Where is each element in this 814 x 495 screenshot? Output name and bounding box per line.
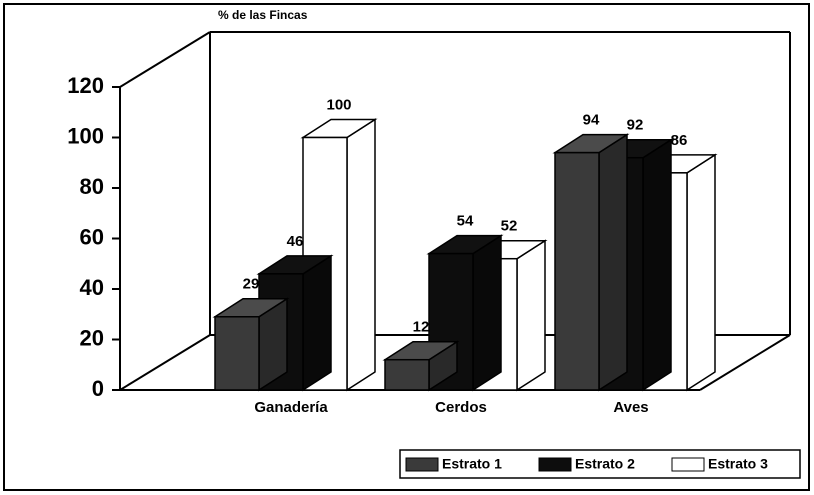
bar-side xyxy=(346,118,376,392)
bar-side xyxy=(686,153,716,392)
y-tick-label: 20 xyxy=(80,325,104,350)
y-tick-label: 60 xyxy=(80,224,104,249)
data-label: 100 xyxy=(326,96,351,113)
bar-side xyxy=(642,138,672,392)
y-tick-label: 100 xyxy=(67,123,104,148)
x-tick-label: Aves xyxy=(613,399,648,416)
legend-label: Estrato 1 xyxy=(442,456,502,472)
bar-side xyxy=(302,254,332,392)
x-tick-label: Cerdos xyxy=(435,399,487,416)
bar xyxy=(384,358,430,391)
bar xyxy=(214,316,260,391)
data-label: 46 xyxy=(287,233,304,250)
legend-box xyxy=(399,449,801,479)
data-label: 52 xyxy=(501,218,518,235)
bar-side xyxy=(516,239,546,392)
y-tick-label: 40 xyxy=(80,275,104,300)
data-label: 29 xyxy=(243,276,260,293)
legend-label: Estrato 3 xyxy=(708,456,768,472)
bar xyxy=(554,151,600,391)
data-label: 54 xyxy=(457,213,474,230)
bar-side xyxy=(472,234,502,392)
data-label: 86 xyxy=(671,132,688,149)
legend-swatch xyxy=(405,457,439,472)
data-label: 94 xyxy=(583,112,600,129)
y-tick-label: 0 xyxy=(92,376,104,401)
data-label: 92 xyxy=(627,117,644,134)
x-tick-label: Ganadería xyxy=(254,399,328,416)
axis-label: % de las Fincas xyxy=(218,8,308,22)
bar-side xyxy=(598,133,628,392)
legend-label: Estrato 2 xyxy=(575,456,635,472)
y-tick-label: 120 xyxy=(67,73,104,98)
legend-swatch xyxy=(538,457,572,472)
legend-swatch xyxy=(671,457,705,472)
chart-border xyxy=(3,3,810,491)
y-tick-label: 80 xyxy=(80,174,104,199)
data-label: 12 xyxy=(413,319,430,336)
